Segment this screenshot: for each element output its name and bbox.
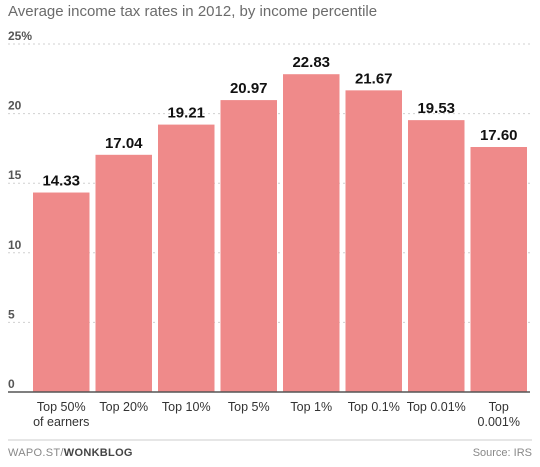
bar [95,154,152,392]
bar-value-label: 21.67 [355,70,393,87]
x-category-label: Top 10% [162,400,211,414]
bar-value-label: 19.53 [417,100,455,117]
bar-value-label: 17.04 [105,135,143,152]
x-category-label: Top 0.01% [407,400,466,414]
x-axis-categories: Top 50%of earners Top 20% Top 10% Top 5% Top… [33,400,520,429]
x-category-label: Top 1% [290,400,332,414]
y-tick-label: 15 [8,168,22,182]
bar [345,90,402,392]
x-category-label: Top 5% [228,400,270,414]
bar-value-label: 22.83 [292,54,330,71]
y-tick-label: 25% [8,29,32,43]
bar [470,147,527,392]
bar [283,74,340,393]
bar-value-label: 20.97 [230,80,268,97]
bars [33,74,527,393]
y-tick-label: 10 [8,238,22,252]
footer-brand: WONKBLOG [64,447,133,459]
bar-value-label: 19.21 [167,105,205,122]
chart-title: Average income tax rates in 2012, by inc… [8,3,377,20]
y-tick-label: 20 [8,99,22,113]
x-category-label: of earners [33,415,89,429]
x-category-label: Top [489,400,509,414]
footer-source-right: Source: IRS [473,447,532,459]
bar-value-label: 14.33 [42,173,80,190]
footer-source-left: WAPO.ST/WONKBLOG [8,447,133,459]
x-category-label: Top 0.1% [348,400,400,414]
bar [158,124,215,392]
data-labels: 14.33 17.04 19.21 20.97 22.83 21.67 19.53 17.60 [42,54,517,189]
footer-prefix: WAPO.ST/ [8,447,64,459]
y-tick-label: 5 [8,307,15,321]
bar [408,120,465,393]
x-category-label: 0.001% [478,415,520,429]
x-category-label: Top 50% [37,400,86,414]
y-axis-ticks: 0 5 10 15 20 25% [8,29,32,391]
bar [33,192,90,392]
y-tick-label: 0 [8,377,15,391]
x-category-label: Top 20% [99,400,148,414]
bar [220,100,277,393]
bar-value-label: 17.60 [480,127,518,144]
